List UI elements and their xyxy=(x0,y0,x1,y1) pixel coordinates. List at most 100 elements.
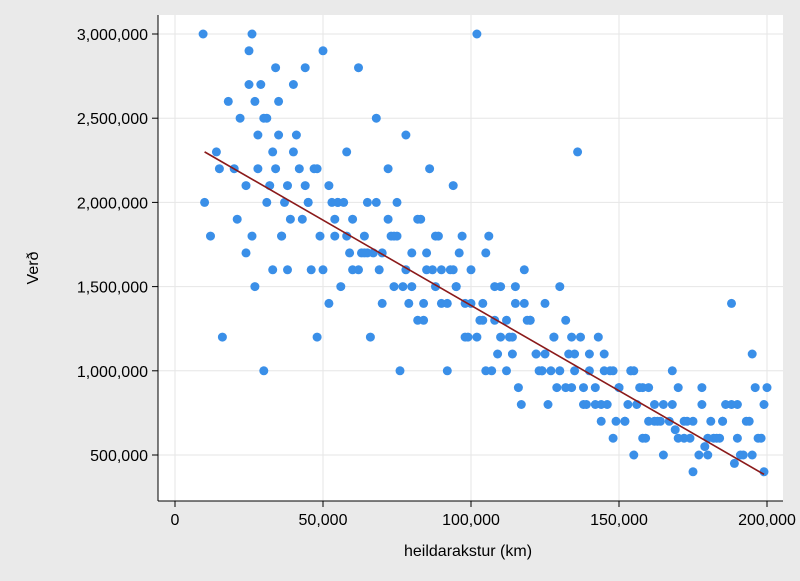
data-point xyxy=(217,332,227,342)
data-point xyxy=(570,366,580,376)
data-point xyxy=(377,298,387,308)
data-point xyxy=(658,400,668,409)
data-point xyxy=(537,366,547,376)
data-point xyxy=(478,315,488,325)
data-point xyxy=(232,214,242,224)
y-tick-label: 500,000 xyxy=(90,448,148,465)
data-point xyxy=(750,383,760,393)
data-point xyxy=(214,164,224,174)
data-point xyxy=(581,400,591,409)
x-tick-label: 200,000 xyxy=(738,512,796,529)
data-point xyxy=(300,63,310,73)
data-point xyxy=(540,298,550,308)
data-point xyxy=(389,282,399,292)
data-point xyxy=(759,400,769,409)
data-point xyxy=(268,265,278,275)
data-point xyxy=(425,164,435,174)
data-point xyxy=(667,400,677,409)
data-point xyxy=(505,332,514,342)
data-point xyxy=(673,383,683,393)
data-point xyxy=(457,231,467,241)
data-point xyxy=(688,467,698,477)
data-point xyxy=(294,164,304,174)
x-axis-title: heildarakstur (km) xyxy=(404,543,532,560)
data-point xyxy=(306,265,316,275)
data-point xyxy=(655,416,665,426)
data-point xyxy=(371,197,381,207)
data-point xyxy=(342,231,352,241)
data-point xyxy=(507,349,517,359)
data-point xyxy=(383,214,393,224)
data-point xyxy=(727,298,736,308)
data-point xyxy=(407,248,417,258)
data-point xyxy=(549,332,559,342)
data-point xyxy=(493,349,503,359)
data-point xyxy=(211,147,221,157)
data-point xyxy=(259,113,269,123)
data-point xyxy=(401,265,411,275)
data-point xyxy=(697,383,707,393)
data-point xyxy=(324,298,334,308)
data-point xyxy=(762,383,772,393)
data-point xyxy=(247,29,257,39)
data-point xyxy=(300,181,310,191)
x-tick-label: 100,000 xyxy=(442,512,500,529)
data-point xyxy=(404,298,414,308)
data-point xyxy=(413,315,423,325)
data-point xyxy=(283,181,292,191)
data-point xyxy=(433,231,443,241)
data-point xyxy=(268,147,278,157)
data-point xyxy=(250,96,260,106)
data-point xyxy=(747,349,757,359)
data-point xyxy=(198,29,208,39)
data-point xyxy=(718,416,728,426)
data-point xyxy=(753,433,763,443)
data-points xyxy=(198,29,772,477)
data-point xyxy=(466,265,476,275)
axes: 500,000 1,000,000 1,500,000 2,000,000 2,500,… xyxy=(77,15,796,529)
data-point xyxy=(629,450,639,460)
y-tick-label: 1,500,000 xyxy=(77,280,148,297)
data-point xyxy=(496,332,506,342)
data-point xyxy=(206,231,215,241)
data-point xyxy=(620,416,630,426)
data-point xyxy=(546,366,556,376)
data-point xyxy=(596,416,606,426)
data-point xyxy=(611,416,621,426)
data-point xyxy=(241,181,251,191)
data-point xyxy=(259,366,269,376)
data-point xyxy=(502,315,511,325)
data-point xyxy=(448,181,458,191)
data-point xyxy=(531,349,541,359)
data-point xyxy=(336,282,346,292)
data-point xyxy=(510,282,520,292)
data-point xyxy=(324,181,334,191)
data-point xyxy=(522,315,532,325)
data-point xyxy=(744,416,754,426)
data-point xyxy=(564,349,574,359)
data-point xyxy=(342,147,352,157)
data-point xyxy=(253,164,263,174)
data-point xyxy=(697,400,707,409)
data-point xyxy=(561,383,571,393)
data-point xyxy=(626,366,636,376)
data-point xyxy=(454,248,464,258)
data-point xyxy=(285,214,295,224)
data-point xyxy=(274,96,284,106)
data-point xyxy=(463,332,473,342)
y-tick-label: 2,500,000 xyxy=(77,111,148,128)
data-point xyxy=(407,282,417,292)
data-point xyxy=(448,265,458,275)
data-point xyxy=(703,450,713,460)
data-point xyxy=(247,231,257,241)
x-tick-label: 50,000 xyxy=(299,512,348,529)
data-point xyxy=(442,366,452,376)
data-point xyxy=(478,298,488,308)
data-point xyxy=(567,332,577,342)
data-point xyxy=(747,450,757,460)
data-point xyxy=(540,349,550,359)
data-point xyxy=(593,332,603,342)
data-point xyxy=(579,383,588,393)
data-point xyxy=(277,231,287,241)
